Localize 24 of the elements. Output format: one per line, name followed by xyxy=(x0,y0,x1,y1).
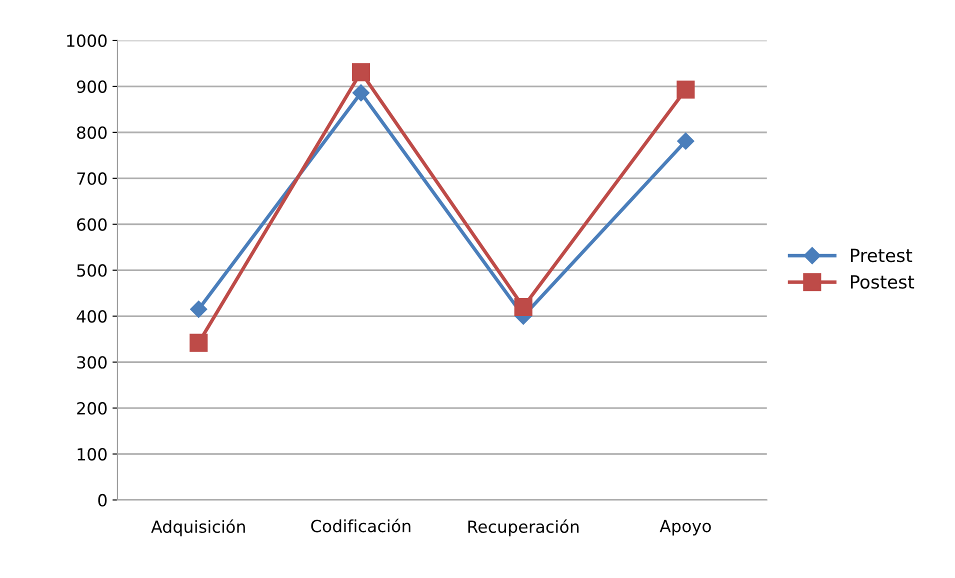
y-tick-label: 300 xyxy=(77,356,107,369)
point xyxy=(677,132,694,150)
legend-label: Postest xyxy=(850,275,914,289)
x-tick-label: Apoyo xyxy=(660,520,711,536)
legend-label: Pretest xyxy=(850,248,912,262)
y-tick-label: 500 xyxy=(77,264,107,277)
point xyxy=(190,300,208,318)
y-tick-label: 400 xyxy=(76,310,107,323)
point xyxy=(676,80,695,99)
x-tick-label: Codificación xyxy=(311,518,410,532)
y-tick-label: 700 xyxy=(77,172,107,185)
x-tick-label: Adquisición xyxy=(151,519,245,536)
y-tick-label: 600 xyxy=(77,218,107,231)
point xyxy=(514,298,532,316)
y-tick-label: 200 xyxy=(77,402,107,415)
point xyxy=(352,63,370,82)
y-tick-label: 0 xyxy=(98,494,107,507)
x-tick-label: Recuperación xyxy=(468,519,579,536)
y-tick-label: 1000 xyxy=(67,34,107,48)
y-tick-label: 800 xyxy=(77,126,107,139)
point xyxy=(352,84,370,102)
point xyxy=(190,334,208,352)
y-tick-label: 100 xyxy=(78,448,107,461)
y-tick-label: 900 xyxy=(76,80,107,93)
